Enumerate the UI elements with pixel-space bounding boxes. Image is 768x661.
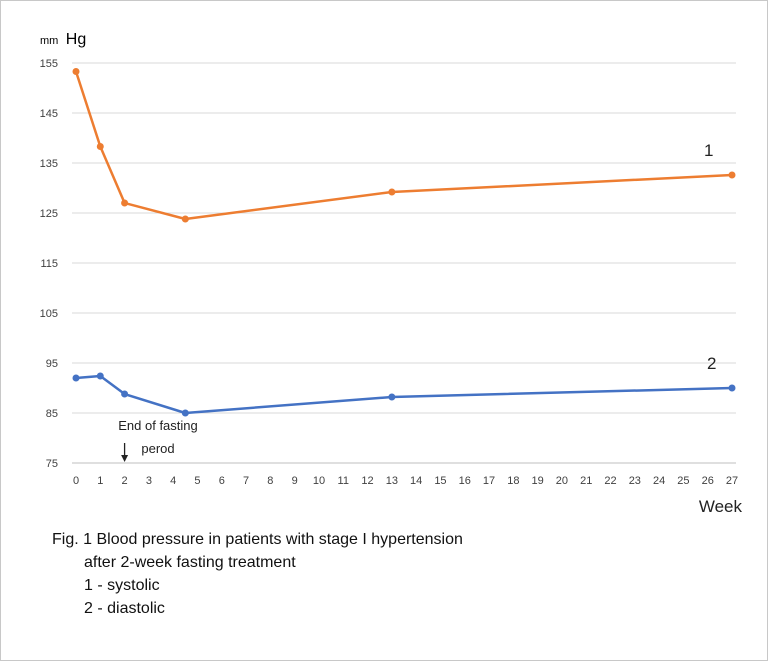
caption-line-2: after 2-week fasting treatment <box>84 554 296 571</box>
gridlines <box>72 62 736 464</box>
y-axis-label: Hg <box>66 31 86 48</box>
x-tick-label: 2 <box>122 475 128 487</box>
data-point <box>388 188 396 196</box>
x-tick-label: 20 <box>556 475 568 487</box>
data-point <box>72 374 80 382</box>
x-tick-label: 9 <box>292 475 298 487</box>
y-tick-label: 145 <box>40 108 58 120</box>
y-tick-label: 75 <box>46 458 58 470</box>
y-tick-label: 135 <box>40 158 58 170</box>
series-line-2 <box>75 374 733 415</box>
series-lines <box>72 68 736 417</box>
annotation-line-1: End of fasting <box>118 418 198 433</box>
arrow-head <box>121 455 129 462</box>
x-tick-label: 27 <box>726 475 738 487</box>
series-label-systolic: 1 <box>704 141 713 160</box>
x-tick-label: 0 <box>73 475 79 487</box>
caption-line-4: 2 - diastolic <box>84 600 165 617</box>
x-tick-label: 11 <box>338 475 349 487</box>
x-tick-labels: 0 1 2 3 4 5 6 7 8 9 10 11 12 13 14 15 16 17 18 19 20 21 22 23 24… <box>73 475 738 487</box>
data-point <box>181 409 189 417</box>
data-point <box>388 393 396 401</box>
x-tick-label: 22 <box>604 475 616 487</box>
series-label-diastolic: 2 <box>707 354 716 373</box>
x-tick-label: 26 <box>702 475 714 487</box>
y-tick-label: 115 <box>40 258 58 270</box>
series-line-1 <box>74 71 733 221</box>
x-tick-label: 16 <box>459 475 471 487</box>
y-tick-labels: 75 85 95 105 115 125 135 145 155 <box>40 58 58 470</box>
y-tick-label: 155 <box>40 58 58 70</box>
annotation-line-2: perod <box>141 441 174 456</box>
caption-line-3: 1 - systolic <box>84 577 160 594</box>
x-tick-label: 5 <box>194 475 200 487</box>
x-tick-label: 18 <box>507 475 519 487</box>
caption-line-1: Fig. 1 Blood pressure in patients with s… <box>52 531 463 548</box>
data-point <box>96 143 104 150</box>
data-point <box>121 199 129 207</box>
data-point <box>96 372 104 380</box>
x-tick-label: 23 <box>629 475 641 487</box>
x-tick-label: 19 <box>532 475 544 487</box>
x-tick-label: 7 <box>243 475 249 487</box>
x-tick-label: 13 <box>386 475 398 487</box>
x-tick-label: 12 <box>361 475 373 487</box>
x-tick-label: 3 <box>146 475 152 487</box>
x-tick-label: 10 <box>313 475 325 487</box>
x-tick-label: 24 <box>653 475 665 487</box>
x-tick-label: 8 <box>267 475 273 487</box>
data-point <box>728 384 736 392</box>
x-tick-label: 25 <box>677 475 689 487</box>
x-tick-label: 17 <box>483 475 495 487</box>
x-tick-label: 1 <box>97 475 103 487</box>
data-point <box>181 215 189 223</box>
figure-caption: Fig. 1 Blood pressure in patients with s… <box>52 528 463 620</box>
x-tick-label: 6 <box>219 475 225 487</box>
annotation-arrow <box>121 443 129 462</box>
x-tick-label: 15 <box>434 475 446 487</box>
x-axis-label: Week <box>699 497 743 516</box>
x-tick-label: 14 <box>410 475 422 487</box>
data-point <box>728 171 736 179</box>
y-tick-label: 95 <box>46 358 58 370</box>
data-point <box>72 68 80 75</box>
x-tick-label: 4 <box>170 475 176 487</box>
y-tick-label: 125 <box>40 208 58 220</box>
data-point <box>121 390 129 398</box>
y-tick-label: 105 <box>40 308 58 320</box>
y-tick-label: 85 <box>46 408 58 420</box>
y-axis-unit: mm Hg <box>40 31 86 48</box>
y-axis-unit-prefix: mm <box>40 35 58 47</box>
x-tick-label: 21 <box>580 475 592 487</box>
